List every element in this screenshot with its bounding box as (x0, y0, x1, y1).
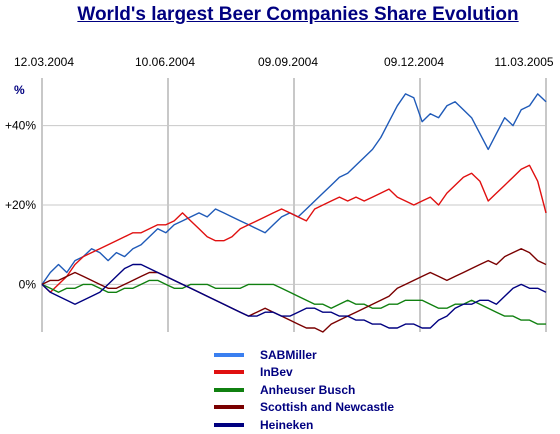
y-tick-label: 0% (19, 277, 37, 291)
x-tick-label: 12.03.2004 (14, 55, 74, 69)
legend-label: SABMiller (260, 347, 317, 362)
y-axis-unit-label: % (14, 83, 25, 97)
x-tick-label: 09.09.2004 (258, 55, 318, 69)
legend-swatch (214, 387, 244, 392)
grid (41, 78, 547, 332)
legend-swatch (214, 352, 244, 357)
legend-swatch (214, 405, 244, 410)
legend-label: Heineken (260, 417, 314, 432)
legend-label: Scottish and Newcastle (260, 400, 395, 415)
legend-item: Heineken (214, 416, 394, 434)
legend-label: InBev (260, 365, 293, 380)
legend-item: Scottish and Newcastle (214, 399, 394, 417)
x-tick-label: 11.03.2005 (494, 55, 553, 69)
legend: SABMiller InBev Anheuser Busch Scottish and… (214, 346, 394, 434)
y-axis-ticks: 0% +20% +40% (5, 119, 36, 292)
x-tick-label: 09.12.2004 (384, 55, 444, 69)
chart-title: World's largest Beer Companies Share Evo… (77, 4, 519, 25)
series-lines (41, 93, 547, 333)
series-line-inbev (41, 164, 547, 293)
legend-swatch (214, 422, 244, 427)
y-tick-label: +20% (5, 198, 36, 212)
x-tick-label: 10.06.2004 (135, 55, 195, 69)
legend-item: SABMiller (214, 346, 394, 364)
y-tick-label: +40% (5, 119, 36, 133)
legend-swatch (214, 370, 244, 375)
legend-label: Anheuser Busch (260, 382, 356, 397)
series-line-scottish-and-newcastle (41, 247, 547, 333)
series-line-heineken (41, 263, 547, 329)
legend-item: Anheuser Busch (214, 381, 394, 399)
legend-item: InBev (214, 364, 394, 382)
x-axis-ticks: 12.03.2004 10.06.2004 09.09.2004 09.12.2004… (14, 55, 554, 69)
